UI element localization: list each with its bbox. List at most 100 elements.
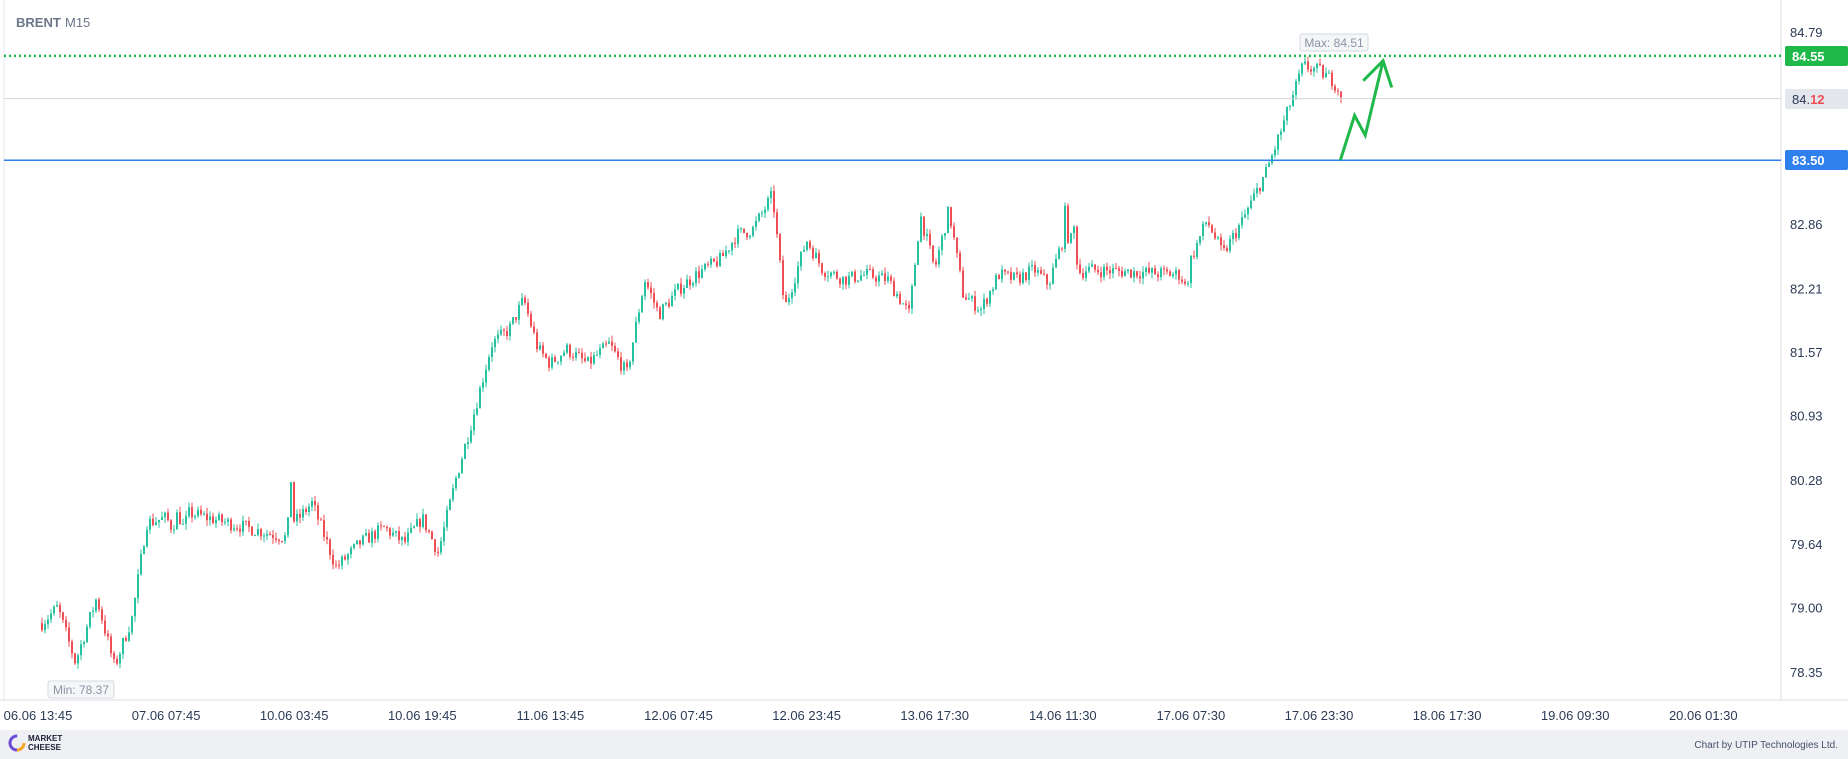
candle-body bbox=[458, 472, 460, 479]
candle-body bbox=[857, 280, 859, 282]
candle-body bbox=[263, 535, 265, 537]
candle-body bbox=[125, 638, 127, 641]
candle-body bbox=[107, 633, 109, 637]
candle-body bbox=[1097, 269, 1099, 273]
candle-body bbox=[1145, 267, 1147, 272]
candle-body bbox=[983, 298, 985, 309]
candle-body bbox=[1091, 264, 1093, 267]
candle-body bbox=[662, 304, 664, 320]
candle-body bbox=[347, 554, 349, 560]
candle-body bbox=[209, 516, 211, 521]
candle-body bbox=[170, 520, 172, 530]
price-axis[interactable]: 84.79 82.86 82.21 81.57 80.93 80.28 79.64 79.00… bbox=[1790, 25, 1823, 680]
candle-body bbox=[83, 642, 85, 645]
candle-body bbox=[1070, 233, 1072, 243]
candle-body bbox=[947, 207, 949, 234]
x-tick-label: 20.06 01:30 bbox=[1669, 708, 1738, 723]
candle-body bbox=[632, 342, 634, 362]
candle-body bbox=[665, 302, 667, 305]
candle-body bbox=[206, 513, 208, 521]
candle-body bbox=[1067, 205, 1069, 243]
candle-body bbox=[1163, 268, 1165, 270]
candle-body bbox=[827, 276, 829, 278]
candle-body bbox=[635, 321, 637, 343]
candle-body bbox=[848, 275, 850, 285]
candle-body bbox=[980, 308, 982, 311]
candle-body bbox=[1139, 276, 1141, 279]
time-axis[interactable]: 06.06 13:45 07.06 07:45 10.06 03:45 10.06 1… bbox=[4, 708, 1738, 723]
candle-body bbox=[1325, 72, 1327, 78]
candle-body bbox=[1046, 274, 1048, 285]
candle-body bbox=[422, 514, 424, 528]
candle-body bbox=[425, 514, 427, 531]
candle-body bbox=[989, 291, 991, 304]
candle-body bbox=[692, 283, 694, 286]
candle-body bbox=[68, 627, 70, 642]
candle-body bbox=[161, 517, 163, 520]
candle-body bbox=[1319, 63, 1321, 66]
candle-body bbox=[377, 525, 379, 539]
candle-body bbox=[398, 530, 400, 541]
candle-body bbox=[1220, 237, 1222, 246]
candle-body bbox=[842, 276, 844, 285]
candle-body bbox=[638, 312, 640, 322]
candle-body bbox=[683, 287, 685, 294]
candle-body bbox=[878, 275, 880, 282]
candle-body bbox=[773, 191, 775, 213]
candle-body bbox=[1007, 271, 1009, 273]
candle-body bbox=[1328, 72, 1330, 74]
candle-body bbox=[1199, 236, 1201, 244]
chart-credit[interactable]: Chart by UTIP Technologies Ltd. bbox=[1694, 740, 1838, 751]
candle-body bbox=[152, 518, 154, 525]
candle-body bbox=[236, 528, 238, 530]
candle-body bbox=[185, 516, 187, 524]
candle-body bbox=[494, 338, 496, 348]
candle-body bbox=[845, 276, 847, 285]
candle-body bbox=[881, 273, 883, 276]
candle-body bbox=[197, 509, 199, 516]
candle-body bbox=[1112, 268, 1114, 274]
timeframe-label[interactable]: M15 bbox=[65, 15, 90, 30]
candle-body bbox=[245, 520, 247, 522]
candle-body bbox=[119, 654, 121, 664]
candle-body bbox=[1292, 95, 1294, 107]
candle-body bbox=[62, 612, 64, 620]
candle-body bbox=[110, 636, 112, 654]
candle-body bbox=[374, 531, 376, 539]
candle-body bbox=[356, 540, 358, 545]
candle-body bbox=[440, 541, 442, 553]
candle-body bbox=[914, 264, 916, 287]
x-tick-label: 07.06 07:45 bbox=[132, 708, 201, 723]
candle-body bbox=[920, 216, 922, 242]
candle-body bbox=[767, 198, 769, 210]
candle-body bbox=[953, 226, 955, 238]
candle-body bbox=[1334, 86, 1336, 91]
candle-body bbox=[671, 295, 673, 307]
candle-body bbox=[266, 533, 268, 536]
candle-body bbox=[416, 519, 418, 527]
candle-body bbox=[329, 539, 331, 555]
candle-body bbox=[1256, 187, 1258, 194]
candle-body bbox=[599, 348, 601, 355]
candle-body bbox=[1175, 270, 1177, 275]
candle-body bbox=[722, 253, 724, 257]
candle-body bbox=[830, 272, 832, 277]
candle-body bbox=[896, 294, 898, 297]
min-tag: Min: 78.37 bbox=[47, 680, 115, 699]
candle-body bbox=[788, 298, 790, 303]
candle-body bbox=[155, 522, 157, 525]
candle-body bbox=[950, 207, 952, 227]
logo-ring-icon-2 bbox=[8, 734, 26, 752]
candle-body bbox=[485, 369, 487, 383]
candle-body bbox=[1031, 265, 1033, 267]
candle-body bbox=[965, 297, 967, 300]
candle-body bbox=[809, 241, 811, 248]
candle-body bbox=[212, 516, 214, 524]
candle-body bbox=[1250, 200, 1252, 209]
candle-body bbox=[1217, 237, 1219, 239]
candle-body bbox=[1016, 272, 1018, 275]
candle-body bbox=[194, 515, 196, 518]
candle-body bbox=[419, 519, 421, 528]
